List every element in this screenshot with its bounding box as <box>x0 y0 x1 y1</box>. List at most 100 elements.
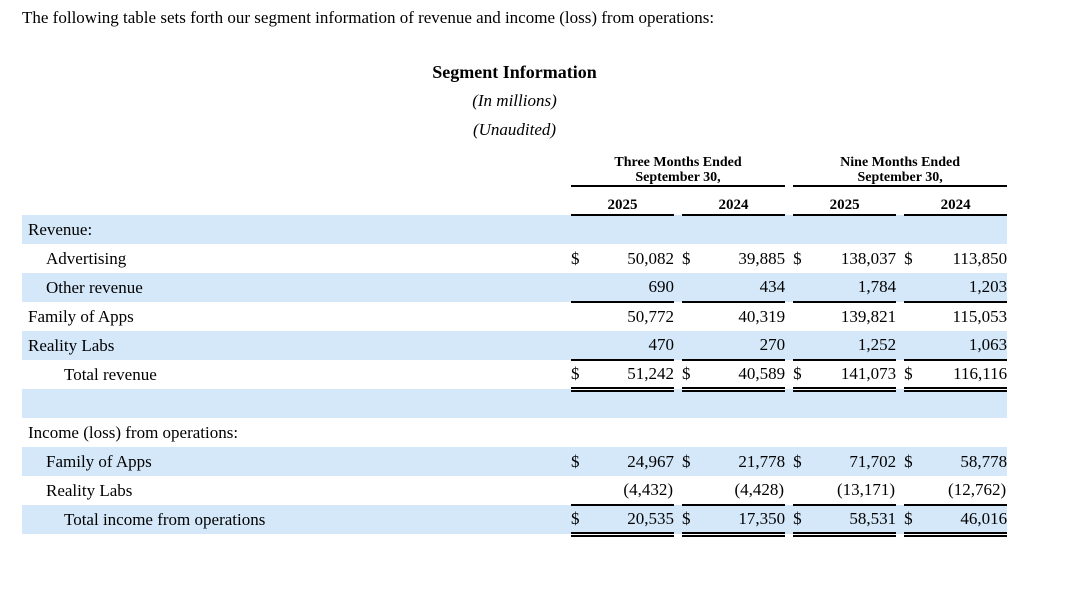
col-group-label: September 30, <box>635 170 721 185</box>
value-cell: 24,967 <box>627 451 674 471</box>
value-cell: 21,778 <box>738 451 786 471</box>
year-header: 2025 <box>571 186 674 216</box>
table-row: Family of Apps $24,967 $21,778 $71,702 $58,7… <box>22 447 1008 476</box>
value-cell <box>710 215 785 244</box>
value-cell <box>710 389 785 418</box>
value-cell: 40,589 <box>710 360 786 392</box>
table-row: Reality Labs 470 270 1,252 1,063 <box>22 331 1008 361</box>
gap-cell <box>674 244 682 273</box>
table-row <box>22 389 1008 418</box>
value-cell: 50,082 <box>627 248 674 268</box>
gap-cell <box>674 215 682 244</box>
value-cell <box>932 389 1007 418</box>
dollar-cell: $ <box>793 248 802 268</box>
row-label: Other revenue <box>46 277 143 297</box>
dollar-cell <box>682 476 710 506</box>
subtitle-units: (In millions) <box>472 91 557 110</box>
value-cell <box>599 389 674 418</box>
table-row: Reality Labs (4,432) (4,428) (13,171) (12,76… <box>22 476 1008 506</box>
value-cell: 58,531 <box>821 505 897 537</box>
gap-cell <box>896 302 904 331</box>
gap-cell <box>674 360 682 389</box>
table-row: Advertising $50,082 $39,885 $138,037 $113,85… <box>22 244 1007 273</box>
gap-cell <box>896 273 904 302</box>
row-label: Family of Apps <box>28 306 134 326</box>
gap-cell <box>785 447 793 476</box>
row-label: Income (loss) from operations: <box>28 422 239 442</box>
dollar-cell <box>793 476 822 506</box>
row-label: Reality Labs <box>28 335 115 355</box>
col-group-nine-months: Nine Months Ended September 30, <box>793 151 1008 187</box>
value-cell: 270 <box>710 331 786 361</box>
dollar-cell <box>904 389 932 418</box>
gap-cell <box>674 447 682 476</box>
dollar-cell <box>904 273 933 303</box>
dollar-cell <box>571 273 599 303</box>
value-cell <box>821 418 896 447</box>
value-cell: 116,116 <box>932 360 1008 392</box>
header-spacer <box>22 186 571 215</box>
year-header: 2024 <box>904 186 1008 216</box>
dollar-cell <box>682 389 710 418</box>
gap-cell <box>896 476 904 505</box>
value-cell: 1,252 <box>821 331 897 361</box>
gap-cell <box>896 505 904 534</box>
row-label <box>22 389 571 418</box>
table-row: Total revenue $51,242 $40,589 $141,073 $116,… <box>22 360 1008 392</box>
dollar-cell <box>571 331 599 361</box>
gap-cell <box>785 302 793 331</box>
table-row: Family of Apps 50,772 40,319 139,821 115,053 <box>22 302 1007 331</box>
value-cell <box>599 418 674 447</box>
value-cell: 434 <box>710 273 786 303</box>
dollar-cell: $ <box>682 360 710 392</box>
gap-cell <box>674 186 682 215</box>
table-row: Income (loss) from operations: <box>22 418 1007 447</box>
dollar-cell: $ <box>571 505 599 537</box>
dollar-cell: $ <box>571 248 580 268</box>
dollar-cell <box>571 389 599 418</box>
value-cell <box>821 389 896 418</box>
dollar-cell: $ <box>682 248 691 268</box>
gap-cell <box>785 215 793 244</box>
value-cell <box>932 215 1007 244</box>
gap-cell <box>785 186 793 215</box>
header-group-row: Three Months Ended September 30, Nine Mo… <box>22 151 1008 187</box>
value-cell: (4,428) <box>710 476 786 506</box>
value-cell: 1,063 <box>932 331 1008 361</box>
value-cell: 690 <box>599 273 674 303</box>
value-cell <box>599 215 674 244</box>
dollar-cell <box>793 302 821 331</box>
value-cell: 139,821 <box>840 307 897 326</box>
dollar-cell <box>793 389 821 418</box>
gap-cell <box>785 331 793 360</box>
gap-cell <box>896 186 904 215</box>
gap-cell <box>896 360 904 389</box>
col-group-label: September 30, <box>857 170 943 185</box>
intro-paragraph: The following table sets forth our segme… <box>22 8 715 27</box>
dollar-cell: $ <box>904 248 913 268</box>
dollar-cell <box>793 273 822 303</box>
dollar-cell: $ <box>571 451 580 471</box>
dollar-cell: $ <box>904 505 933 537</box>
dollar-cell: $ <box>793 505 822 537</box>
gap-cell <box>785 505 793 534</box>
value-cell: 1,784 <box>821 273 897 303</box>
row-label: Total income from operations <box>64 509 266 529</box>
dollar-cell <box>682 215 710 244</box>
page-title: Segment Information <box>432 62 597 82</box>
dollar-cell <box>682 273 710 303</box>
gap-cell <box>785 389 793 418</box>
year-header: 2025 <box>793 186 897 216</box>
value-cell: 113,850 <box>952 248 1008 268</box>
year-header: 2024 <box>682 186 786 216</box>
dollar-cell <box>682 302 710 331</box>
col-group-label: Nine Months Ended <box>840 155 960 170</box>
row-label: Reality Labs <box>46 480 133 500</box>
dollar-cell: $ <box>682 505 710 537</box>
value-cell <box>710 418 785 447</box>
gap-cell <box>896 331 904 360</box>
table-row: Other revenue 690 434 1,784 1,203 <box>22 273 1008 303</box>
dollar-cell <box>571 476 599 506</box>
gap-cell <box>785 244 793 273</box>
gap-cell <box>785 476 793 505</box>
